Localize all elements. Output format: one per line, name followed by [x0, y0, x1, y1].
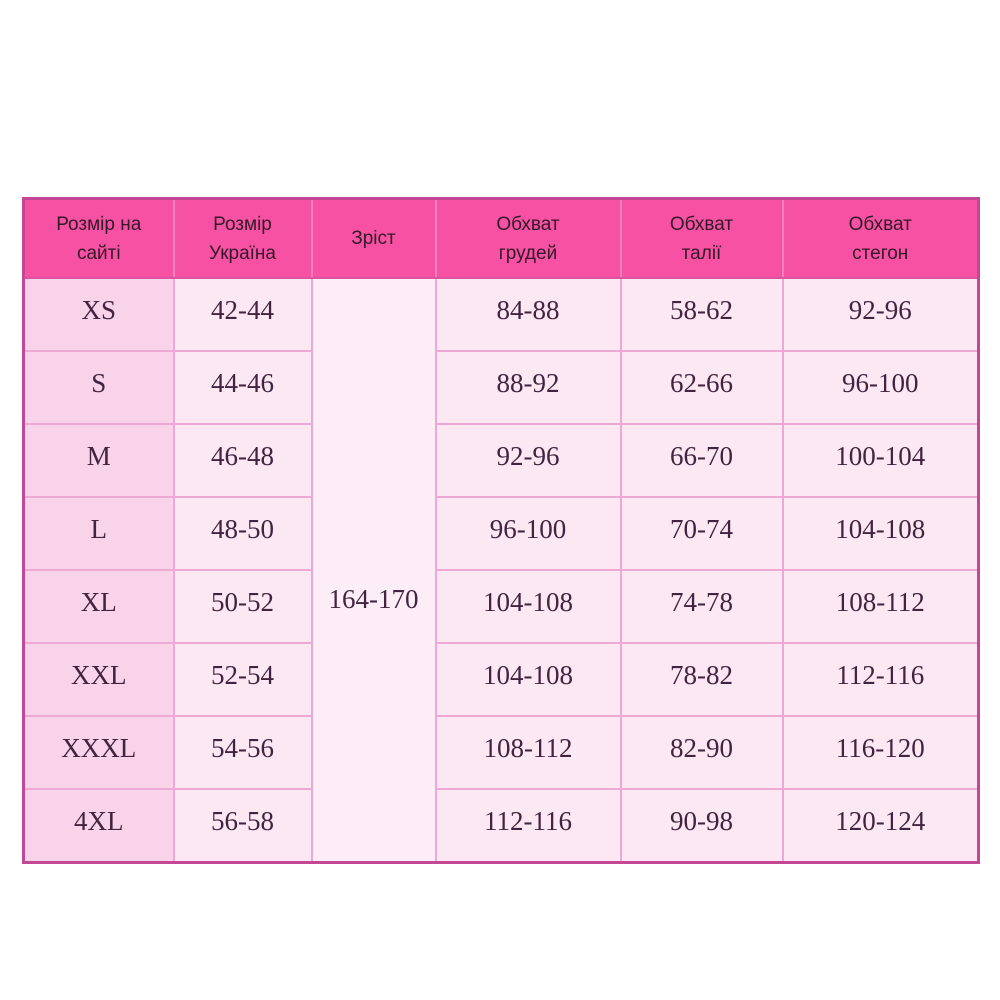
cell-chest: 92-96: [434, 423, 622, 498]
header-line: Зріст: [351, 228, 396, 249]
cell-size-site: XL: [22, 569, 175, 644]
cell-height-merged: 164-170: [310, 277, 437, 864]
cell-size-site: 4XL: [22, 788, 175, 864]
cell-hips: 108-112: [781, 569, 980, 644]
cell-chest: 112-116: [434, 788, 622, 864]
cell-size-ukraine: 44-46: [172, 350, 313, 425]
cell-size-site: XS: [22, 277, 175, 352]
cell-waist: 74-78: [619, 569, 784, 644]
header-size-ukraine: Розмір Україна: [172, 198, 313, 279]
cell-waist: 58-62: [619, 277, 784, 352]
header-line: Обхват: [669, 213, 734, 235]
cell-hips: 112-116: [781, 642, 980, 717]
cell-chest: 108-112: [434, 715, 622, 790]
cell-waist: 90-98: [619, 788, 784, 864]
header-line: Розмір на: [56, 213, 142, 235]
cell-hips: 104-108: [781, 496, 980, 571]
cell-waist: 70-74: [619, 496, 784, 571]
size-chart-table: Розмір на сайті Розмір Україна Зріст Обх…: [22, 197, 980, 864]
header-row: Розмір на сайті Розмір Україна Зріст Обх…: [22, 198, 980, 279]
header-line: стегон: [852, 242, 909, 264]
table-row: M 46-48 92-96 66-70 100-104: [22, 423, 980, 498]
cell-chest: 104-108: [434, 569, 622, 644]
cell-chest: 88-92: [434, 350, 622, 425]
cell-size-ukraine: 52-54: [172, 642, 313, 717]
header-hips: Обхват стегон: [781, 198, 980, 279]
cell-chest: 84-88: [434, 277, 622, 352]
cell-chest: 104-108: [434, 642, 622, 717]
header-line: Розмір: [213, 213, 272, 235]
header-line: Обхват: [848, 213, 912, 235]
cell-size-ukraine: 56-58: [172, 788, 313, 864]
header-line: Україна: [208, 242, 276, 264]
cell-size-site: XXXL: [22, 715, 175, 790]
header-waist: Обхват талії: [619, 198, 784, 279]
cell-size-site: S: [22, 350, 175, 425]
cell-size-ukraine: 46-48: [172, 423, 313, 498]
header-line: грудей: [498, 242, 558, 264]
cell-waist: 62-66: [619, 350, 784, 425]
table-row: XXL 52-54 104-108 78-82 112-116: [22, 642, 980, 717]
header-size-site: Розмір на сайті: [22, 198, 175, 279]
header-height: Зріст: [310, 198, 437, 279]
cell-size-ukraine: 50-52: [172, 569, 313, 644]
cell-chest: 96-100: [434, 496, 622, 571]
cell-size-ukraine: 42-44: [172, 277, 313, 352]
cell-waist: 82-90: [619, 715, 784, 790]
cell-size-ukraine: 54-56: [172, 715, 313, 790]
cell-size-site: XXL: [22, 642, 175, 717]
table-row: 4XL 56-58 112-116 90-98 120-124: [22, 788, 980, 864]
cell-hips: 120-124: [781, 788, 980, 864]
header-line: Обхват: [496, 213, 560, 235]
header-line: талії: [681, 242, 722, 264]
cell-size-ukraine: 48-50: [172, 496, 313, 571]
cell-hips: 96-100: [781, 350, 980, 425]
table-row: L 48-50 96-100 70-74 104-108: [22, 496, 980, 571]
table-row: XS 42-44 164-170 84-88 58-62 92-96: [22, 277, 980, 864]
cell-size-site: M: [22, 423, 175, 498]
header-chest: Обхват грудей: [434, 198, 622, 279]
cell-waist: 78-82: [619, 642, 784, 717]
table-row: XXXL 54-56 108-112 82-90 116-120: [22, 715, 980, 790]
cell-hips: 116-120: [781, 715, 980, 790]
header-line: сайті: [76, 242, 121, 264]
cell-hips: 92-96: [781, 277, 980, 352]
cell-waist: 66-70: [619, 423, 784, 498]
table-row: XL 50-52 104-108 74-78 108-112: [22, 569, 980, 644]
cell-size-site: L: [22, 496, 175, 571]
table-row: S 44-46 88-92 62-66 96-100: [22, 350, 980, 425]
cell-hips: 100-104: [781, 423, 980, 498]
